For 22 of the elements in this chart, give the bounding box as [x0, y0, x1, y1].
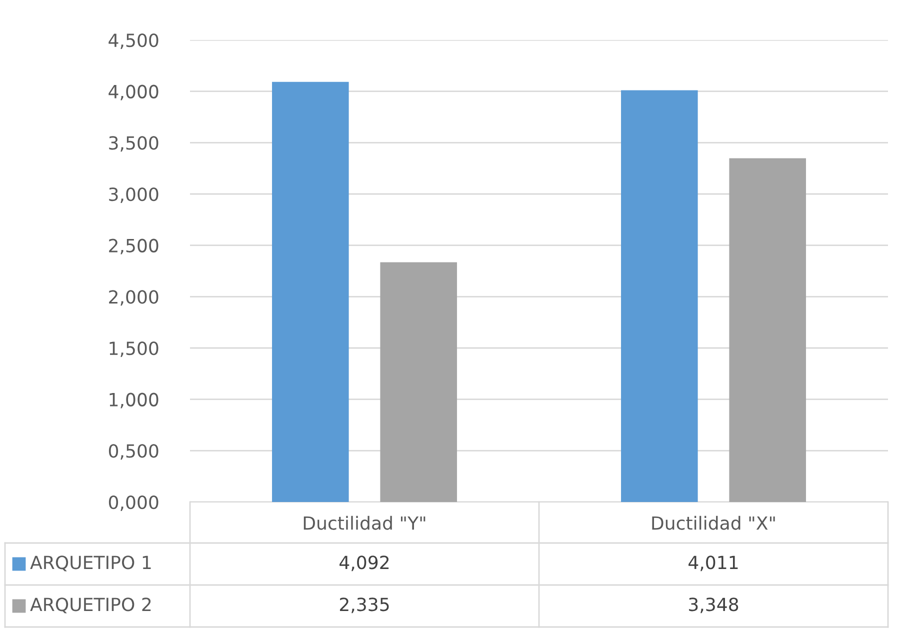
- data-label: 3,348: [689, 598, 738, 614]
- y-tick-label: 3,000: [109, 187, 158, 203]
- bar: [729, 158, 806, 502]
- y-tick-label: 1,000: [110, 392, 158, 408]
- bar: [380, 262, 457, 502]
- y-tick-label: 3,500: [109, 136, 158, 152]
- bar: [272, 82, 349, 502]
- data-label: 4,092: [340, 556, 389, 572]
- x-tick-label: Ductilidad "X": [652, 516, 775, 530]
- legend-label: ARQUETIPO 2: [30, 598, 151, 614]
- y-tick-label: 4,500: [108, 33, 158, 49]
- y-tick-label: 0,500: [108, 444, 158, 460]
- bar: [621, 90, 698, 502]
- legend-label: ARQUETIPO 1: [30, 556, 151, 572]
- y-tick-label: 2,000: [109, 290, 158, 306]
- data-label: 4,011: [688, 556, 738, 572]
- data-label: 2,335: [340, 598, 389, 614]
- y-tick-label: 1,500: [110, 341, 158, 357]
- x-tick-label: Ductilidad "Y": [304, 516, 426, 530]
- y-tick-label: 2,500: [109, 238, 158, 254]
- y-tick-label: 4,000: [108, 84, 158, 100]
- y-tick-label: 0,000: [108, 495, 158, 511]
